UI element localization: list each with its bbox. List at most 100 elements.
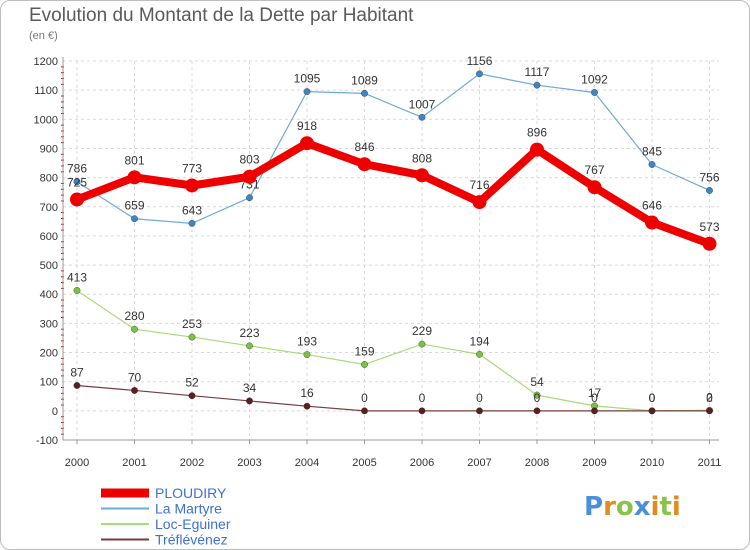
data-label: 1156 <box>467 54 493 68</box>
data-point <box>73 382 81 389</box>
data-label: 643 <box>182 203 202 217</box>
data-point <box>530 142 544 157</box>
x-tick-label: 2006 <box>410 457 434 469</box>
data-label: 413 <box>67 270 87 284</box>
x-tick-label: 2011 <box>698 457 722 469</box>
y-tick-label: 800 <box>40 173 58 185</box>
y-tick-label: 200 <box>40 348 58 360</box>
series-line-la-martyre <box>76 73 711 224</box>
data-label: 801 <box>124 153 144 167</box>
data-label: 16 <box>300 386 314 400</box>
data-point <box>587 180 602 195</box>
data-label: 17 <box>588 386 602 400</box>
data-point <box>591 89 598 96</box>
data-label: 0 <box>534 391 541 405</box>
data-label: 846 <box>354 140 374 154</box>
data-label: 159 <box>354 344 374 358</box>
logo-letter: P <box>584 492 604 522</box>
data-point <box>73 178 81 186</box>
data-label: 52 <box>185 376 199 390</box>
data-point <box>246 342 253 350</box>
legend-label: Tréflévénez <box>155 532 228 548</box>
logo-letter: r <box>603 492 616 522</box>
x-tick-label: 2000 <box>65 457 89 469</box>
data-point <box>127 170 142 185</box>
y-tick-label: 500 <box>40 260 58 272</box>
series-line-ploudiry <box>73 139 714 248</box>
y-tick-label: 100 <box>40 377 58 389</box>
legend-label: Loc-Eguiner <box>155 516 231 532</box>
data-label: 223 <box>239 326 259 340</box>
data-label: 0 <box>476 391 483 405</box>
data-label: 54 <box>530 375 544 389</box>
data-point <box>303 351 311 358</box>
data-point <box>131 325 138 333</box>
series-line-tr-fl-v-nez <box>76 384 711 412</box>
data-label: 1095 <box>294 72 321 86</box>
y-tick-label: 1100 <box>34 85 58 97</box>
series-line-loc-eguiner <box>76 289 711 412</box>
logo-letter: i <box>650 492 660 522</box>
data-point <box>418 407 426 415</box>
data-point <box>533 81 541 89</box>
logo-letter: x <box>633 492 651 522</box>
data-point <box>706 407 713 415</box>
data-label: 646 <box>642 199 662 213</box>
data-label: 280 <box>124 309 144 323</box>
logo-letter: o <box>615 492 634 522</box>
data-label: 773 <box>182 161 202 175</box>
data-label: 70 <box>128 370 142 384</box>
data-point <box>702 236 717 251</box>
data-label: 1089 <box>351 73 378 87</box>
data-point <box>70 192 84 207</box>
y-tick-label: -100 <box>36 435 58 447</box>
data-label: 34 <box>243 381 257 395</box>
data-label: 0 <box>591 391 598 405</box>
y-tick-label: 300 <box>40 318 58 330</box>
data-point <box>648 407 656 415</box>
x-tick-label: 2001 <box>122 457 146 469</box>
data-point <box>361 361 368 368</box>
x-tick-label: 2003 <box>237 457 261 469</box>
data-label: 0 <box>419 391 426 405</box>
data-label: 0 <box>649 391 656 405</box>
data-point <box>131 387 138 394</box>
y-tick-label: 400 <box>40 289 58 301</box>
y-tick-label: 0 <box>52 406 58 418</box>
logo-letter: t <box>659 492 672 522</box>
data-point <box>246 397 253 405</box>
data-label: 786 <box>67 162 87 176</box>
x-tick-label: 2007 <box>467 457 491 469</box>
chart-title: Evolution du Montant de la Dette par Hab… <box>29 5 414 26</box>
data-point <box>188 219 196 227</box>
data-label: 229 <box>412 324 432 338</box>
data-point <box>246 194 253 202</box>
proxiti-logo: Proxiti <box>584 492 681 522</box>
data-point <box>706 187 713 194</box>
data-label: 896 <box>527 126 547 140</box>
data-point <box>131 215 138 223</box>
data-label: 1092 <box>581 72 608 86</box>
data-point <box>303 402 311 410</box>
data-point <box>415 168 429 183</box>
data-label: 756 <box>699 170 719 184</box>
data-point <box>188 392 196 400</box>
data-label: 0 <box>361 391 368 405</box>
data-label: 918 <box>297 119 317 133</box>
data-label: 725 <box>67 175 87 189</box>
data-point <box>591 407 598 415</box>
data-point <box>533 391 541 399</box>
data-label: 193 <box>297 335 317 349</box>
y-tick-label: 700 <box>40 202 58 214</box>
data-label: 87 <box>70 365 84 379</box>
x-tick-label: 2008 <box>525 457 549 469</box>
data-label: 716 <box>469 178 489 192</box>
data-point <box>533 407 541 415</box>
data-point <box>645 215 659 230</box>
y-tick-label: 1200 <box>34 56 58 68</box>
x-tick-label: 2010 <box>640 457 664 469</box>
legend-label: La Martyre <box>155 501 222 517</box>
data-point <box>418 340 426 348</box>
